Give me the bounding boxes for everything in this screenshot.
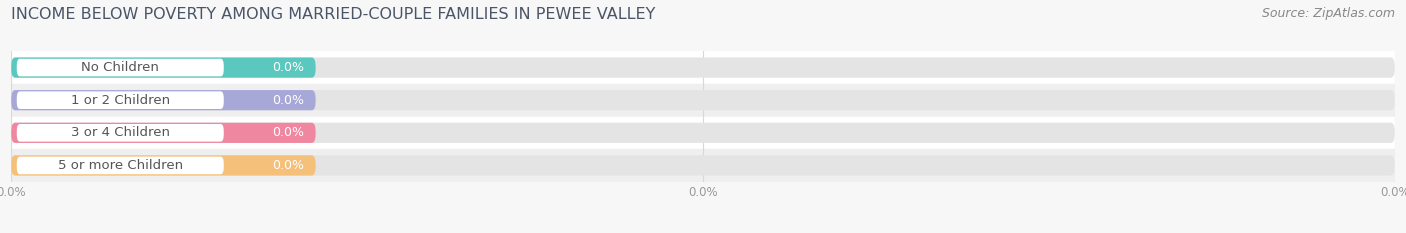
FancyBboxPatch shape	[11, 123, 1395, 143]
FancyBboxPatch shape	[11, 90, 1395, 110]
Bar	[11, 51, 1395, 84]
FancyBboxPatch shape	[11, 155, 1395, 175]
Text: No Children: No Children	[82, 61, 159, 74]
FancyBboxPatch shape	[11, 90, 315, 110]
Text: 1 or 2 Children: 1 or 2 Children	[70, 94, 170, 107]
Text: 0.0%: 0.0%	[273, 159, 305, 172]
FancyBboxPatch shape	[11, 123, 315, 143]
FancyBboxPatch shape	[17, 157, 224, 174]
FancyBboxPatch shape	[17, 124, 224, 142]
Text: 0.0%: 0.0%	[273, 61, 305, 74]
Bar	[11, 149, 1395, 182]
FancyBboxPatch shape	[17, 59, 224, 76]
Text: 0.0%: 0.0%	[273, 94, 305, 107]
FancyBboxPatch shape	[11, 58, 315, 78]
Text: INCOME BELOW POVERTY AMONG MARRIED-COUPLE FAMILIES IN PEWEE VALLEY: INCOME BELOW POVERTY AMONG MARRIED-COUPL…	[11, 7, 655, 22]
Bar	[11, 84, 1395, 116]
FancyBboxPatch shape	[17, 91, 224, 109]
FancyBboxPatch shape	[11, 58, 1395, 78]
Text: 5 or more Children: 5 or more Children	[58, 159, 183, 172]
Bar	[11, 116, 1395, 149]
FancyBboxPatch shape	[11, 155, 315, 175]
Text: 0.0%: 0.0%	[273, 126, 305, 139]
Text: 3 or 4 Children: 3 or 4 Children	[70, 126, 170, 139]
Text: Source: ZipAtlas.com: Source: ZipAtlas.com	[1261, 7, 1395, 20]
